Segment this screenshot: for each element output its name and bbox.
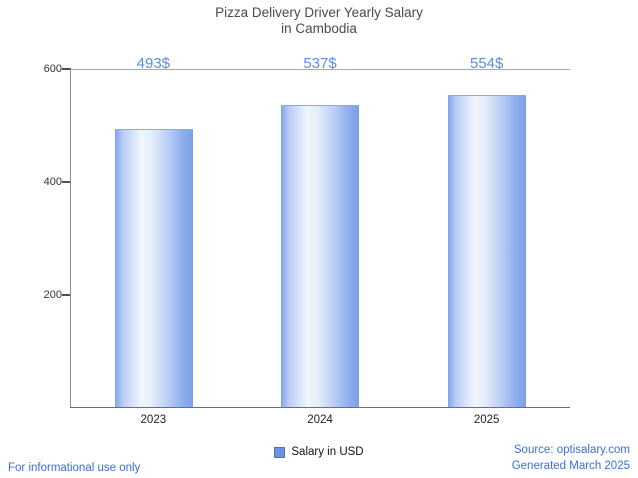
x-axis-labels: 2023 2024 2025 [70,414,570,426]
bar-slot-2025 [404,69,570,407]
bar-slot-2024 [237,69,403,407]
bars-container [71,69,570,407]
x-label-2024: 2024 [307,414,333,426]
source-block: Source: optisalary.com Generated March 2… [512,442,630,474]
chart-title: Pizza Delivery Driver Yearly Salary in C… [0,5,638,38]
legend: Salary in USD [0,446,638,458]
chart-title-line1: Pizza Delivery Driver Yearly Salary [215,5,423,20]
x-label-2023: 2023 [140,414,167,426]
bar-slot-2023 [71,69,237,407]
bar-value-label-2023: 493$ [136,55,171,72]
x-label-2025: 2025 [473,414,500,426]
disclaimer-text: For informational use only [8,462,141,474]
bar-value-labels: 493$ 537$ 554$ [70,55,570,72]
gridline-600 [70,69,570,70]
bar-2024 [281,104,360,407]
y-tick-label-600: 600 [43,63,62,75]
bar-value-label-2024: 537$ [303,55,337,72]
source-link[interactable]: Source: optisalary.com [513,443,630,456]
bar-2025 [447,94,526,407]
chart-title-line2: in Cambodia [281,21,357,37]
y-tick-mark-600 [62,68,71,70]
legend-label: Salary in USD [291,446,364,458]
legend-swatch-icon [274,446,286,458]
bar-2023 [115,129,194,407]
y-tick-mark-200 [62,294,71,296]
bar-value-label-2025: 554$ [469,55,504,72]
y-tick-mark-400 [62,181,71,183]
y-tick-label-200: 200 [43,289,62,301]
y-tick-label-400: 400 [43,176,62,188]
plot-area [70,69,570,408]
generated-date: Generated March 2025 [511,459,630,472]
